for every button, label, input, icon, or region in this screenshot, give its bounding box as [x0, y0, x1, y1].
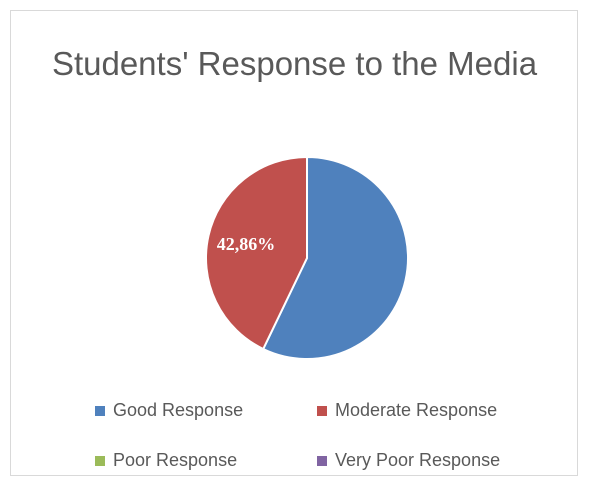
pie-slice-good-response — [261, 155, 409, 360]
chart-title: Students' Response to the Media — [51, 45, 538, 82]
pie-slice-moderate-response — [205, 155, 308, 351]
legend-item-good: Good Response — [95, 400, 243, 421]
legend-swatch-very-poor — [317, 455, 327, 466]
legend-label-good: Good Response — [113, 400, 244, 420]
legend-item-moderate: Moderate Response — [317, 400, 497, 421]
legend-swatch-poor — [95, 455, 105, 466]
legend-label-very-poor: Very Poor Response — [335, 450, 501, 470]
legend-label-moderate: Moderate Response — [335, 400, 498, 420]
legend-label-poor: Poor Response — [113, 450, 238, 470]
legend-item-very-poor: Very Poor Response — [317, 450, 500, 471]
data-label-moderate-response: 42,86% — [217, 234, 276, 254]
legend-item-poor: Poor Response — [95, 450, 237, 471]
legend-swatch-good — [95, 405, 105, 416]
legend-swatch-moderate — [317, 405, 327, 416]
